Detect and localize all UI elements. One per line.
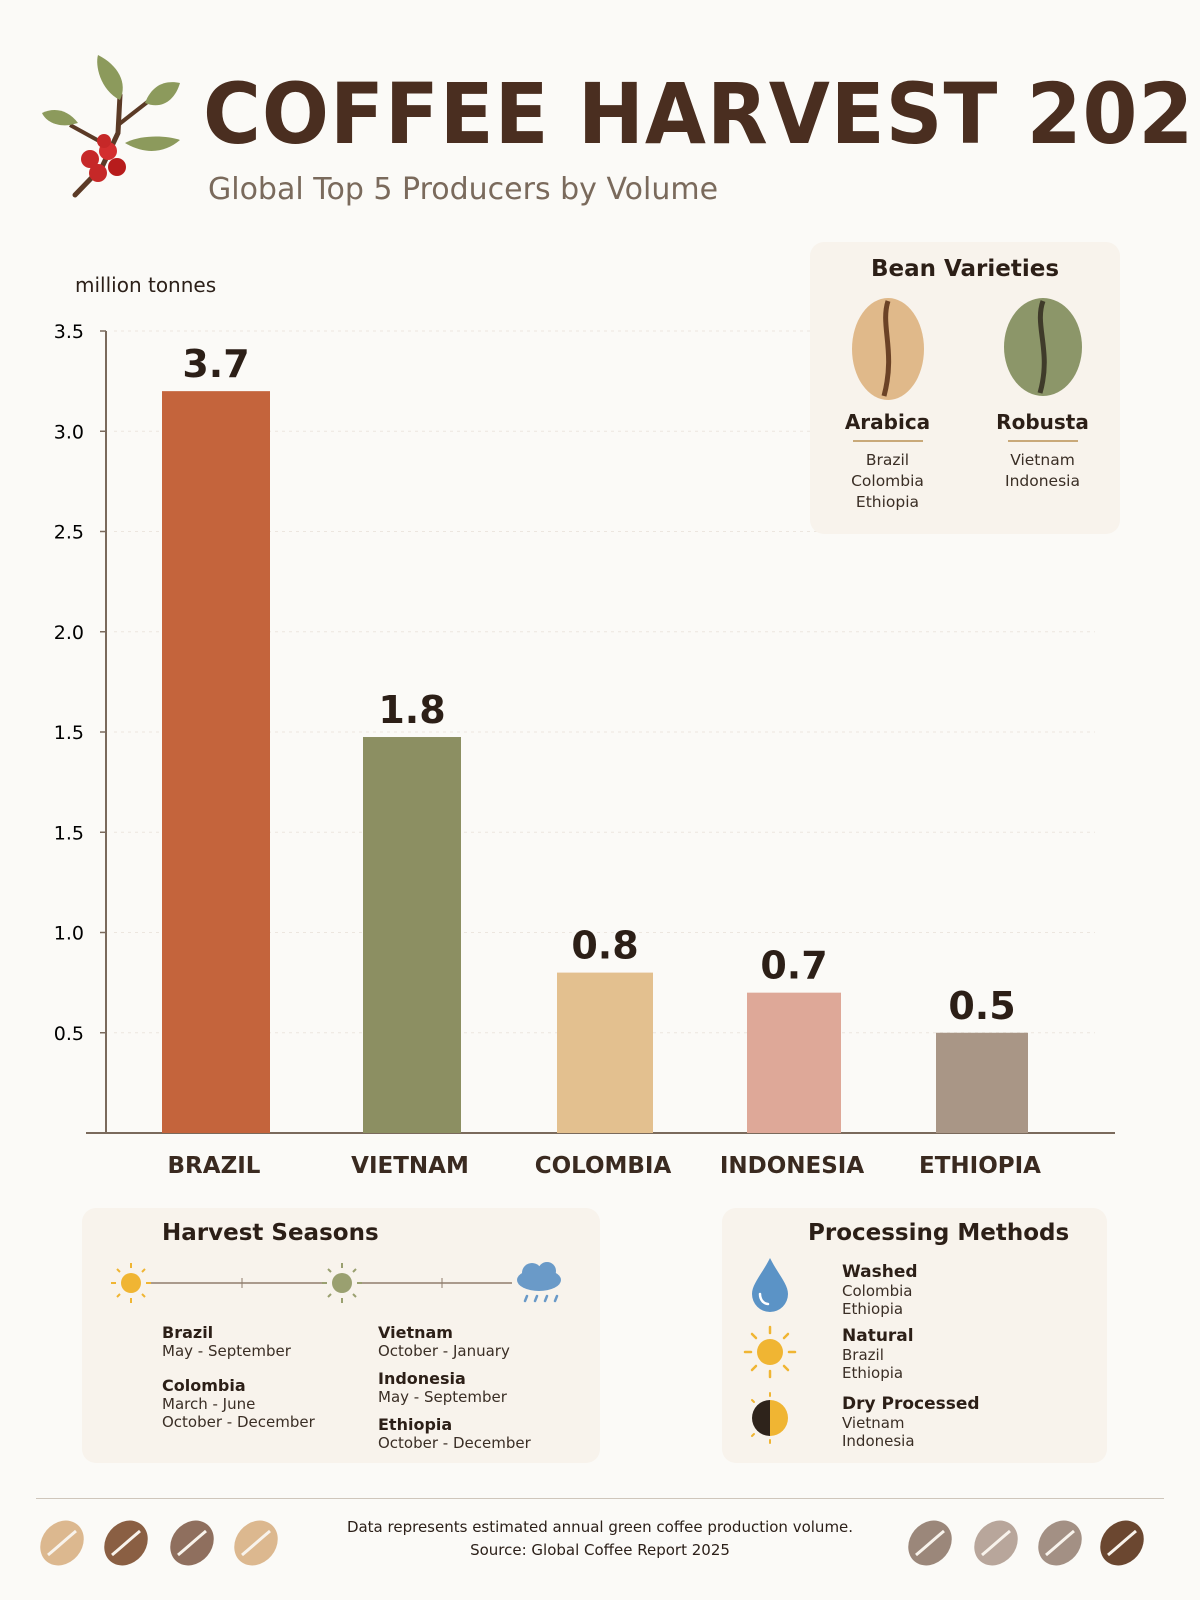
season-country: Indonesia bbox=[378, 1369, 466, 1388]
method-dry-processed: Dry Processed Vietnam Indonesia bbox=[842, 1394, 980, 1450]
y-tick-label: 1.5 bbox=[54, 822, 84, 844]
bar-value-label: 1.8 bbox=[378, 688, 445, 732]
coffee-bean-icon bbox=[908, 1520, 952, 1566]
footer-line-1: Data represents estimated annual green c… bbox=[346, 1518, 854, 1536]
half-circle-icon bbox=[751, 1392, 788, 1444]
season-dates: October - December bbox=[162, 1413, 315, 1431]
coffee-beans-decoration-right bbox=[908, 1520, 1144, 1566]
coffee-beans-decoration-left bbox=[40, 1520, 278, 1566]
y-axis-unit-label: million tonnes bbox=[75, 273, 217, 297]
season-indonesia: Indonesia May - September bbox=[378, 1369, 507, 1406]
processing-methods-panel: Processing Methods Washed Colombia Ethio… bbox=[722, 1208, 1107, 1463]
coffee-bean-icon bbox=[234, 1520, 278, 1566]
y-tick-label: 2.5 bbox=[54, 522, 84, 544]
season-dates: May - September bbox=[162, 1342, 291, 1360]
season-vietnam: Vietnam October - January bbox=[378, 1323, 510, 1360]
coffee-bean-icon bbox=[974, 1520, 1018, 1566]
season-country: Colombia bbox=[162, 1376, 246, 1395]
method-name: Natural bbox=[842, 1326, 914, 1346]
x-category-label: VIETNAM bbox=[351, 1153, 469, 1179]
sun-icon bbox=[111, 1263, 151, 1303]
season-dates: October - January bbox=[378, 1342, 510, 1360]
water-drop-icon bbox=[752, 1258, 788, 1312]
season-ethiopia: Ethiopia October - December bbox=[378, 1415, 531, 1452]
harvest-seasons-title: Harvest Seasons bbox=[162, 1220, 379, 1246]
season-country: Ethiopia bbox=[378, 1415, 453, 1434]
arabica-country: Colombia bbox=[851, 471, 924, 490]
rain-cloud-icon bbox=[517, 1262, 561, 1303]
method-washed: Washed Colombia Ethiopia bbox=[842, 1262, 918, 1318]
y-tick-label: 1.5 bbox=[54, 722, 84, 744]
method-country: Ethiopia bbox=[842, 1300, 904, 1318]
coffee-bean-icon bbox=[170, 1520, 214, 1566]
x-category-label: INDONESIA bbox=[720, 1153, 865, 1179]
bar-value-label: 0.5 bbox=[948, 984, 1015, 1028]
y-tick-label: 2.0 bbox=[54, 622, 84, 644]
method-natural: Natural Brazil Ethiopia bbox=[842, 1326, 914, 1382]
arabica-country: Brazil bbox=[865, 451, 910, 469]
coffee-bean-icon bbox=[1038, 1520, 1082, 1566]
season-country: Brazil bbox=[162, 1323, 214, 1342]
y-tick-label: 3.5 bbox=[54, 321, 84, 343]
coffee-bean-icon bbox=[1100, 1520, 1144, 1566]
season-dates: March - June bbox=[162, 1395, 256, 1413]
bar-ethiopia bbox=[936, 1032, 1028, 1133]
season-brazil: Brazil May - September bbox=[162, 1323, 291, 1360]
method-country: Ethiopia bbox=[842, 1364, 904, 1382]
coffee-bean-icon bbox=[104, 1520, 148, 1566]
robusta-bean-icon bbox=[1003, 298, 1082, 396]
x-category-label: BRAZIL bbox=[168, 1153, 261, 1179]
robusta-country: Vietnam bbox=[1010, 451, 1075, 469]
robusta-label: Robusta bbox=[996, 410, 1089, 434]
bar-chart: 0.5 1.0 1.5 1.5 2.0 2.5 3.0 3.5 3.7 BRAZIL 1.8 VIET… bbox=[54, 321, 1115, 1179]
variety-arabica: Arabica Brazil Colombia Ethiopia bbox=[818, 296, 958, 513]
robusta-country: Indonesia bbox=[1005, 471, 1080, 490]
method-country: Vietnam bbox=[842, 1414, 905, 1432]
method-country: Colombia bbox=[842, 1282, 913, 1300]
bar-value-label: 0.8 bbox=[571, 924, 638, 968]
processing-methods-title: Processing Methods bbox=[808, 1220, 1070, 1246]
arabica-bean-icon bbox=[851, 298, 924, 400]
page-title: COFFEE HARVEST 2025 bbox=[203, 65, 1200, 163]
season-country: Vietnam bbox=[378, 1323, 453, 1342]
arabica-country: Ethiopia bbox=[855, 492, 920, 511]
page-subtitle: Global Top 5 Producers by Volume bbox=[208, 172, 719, 207]
bar-value-label: 0.7 bbox=[760, 944, 827, 988]
method-name: Washed bbox=[842, 1262, 918, 1282]
variety-robusta: Robusta Vietnam Indonesia bbox=[973, 296, 1113, 513]
bar-colombia bbox=[557, 972, 653, 1133]
arabica-label: Arabica bbox=[844, 410, 931, 434]
coffee-bean-icon bbox=[40, 1520, 84, 1566]
bean-varieties-panel: Bean Varieties Arabica Brazil Colombia E… bbox=[810, 242, 1120, 534]
harvest-seasons-panel: Harvest Seasons bbox=[82, 1208, 600, 1463]
season-dates: May - September bbox=[378, 1388, 507, 1406]
bar-indonesia bbox=[747, 992, 841, 1133]
sun-icon bbox=[743, 1325, 797, 1379]
method-name: Dry Processed bbox=[842, 1394, 980, 1414]
season-dates: October - December bbox=[378, 1434, 531, 1452]
season-colombia: Colombia March - June October - December bbox=[162, 1376, 315, 1431]
robusta-divider bbox=[1007, 440, 1078, 442]
y-tick-label: 1.0 bbox=[54, 923, 84, 945]
y-tick-label: 0.5 bbox=[54, 1023, 84, 1045]
x-category-label: ETHIOPIA bbox=[919, 1153, 1041, 1179]
footer-source: Source: Global Coffee Report 2025 bbox=[470, 1541, 730, 1560]
arabica-divider bbox=[852, 440, 923, 442]
footer-note: Data represents estimated annual green c… bbox=[300, 1516, 900, 1563]
bar-value-label: 3.7 bbox=[182, 342, 249, 386]
y-tick-label: 3.0 bbox=[54, 421, 84, 443]
method-country: Indonesia bbox=[842, 1432, 915, 1450]
x-category-label: COLOMBIA bbox=[535, 1153, 672, 1179]
method-country: Brazil bbox=[842, 1346, 884, 1364]
muted-sun-icon bbox=[322, 1263, 362, 1303]
season-timeline bbox=[111, 1262, 561, 1303]
footer-divider bbox=[36, 1498, 1164, 1499]
bar-brazil bbox=[162, 391, 270, 1133]
coffee-branch-logo-icon bbox=[42, 55, 180, 198]
bean-varieties-title: Bean Varieties bbox=[870, 256, 1060, 282]
bar-vietnam bbox=[363, 737, 461, 1133]
